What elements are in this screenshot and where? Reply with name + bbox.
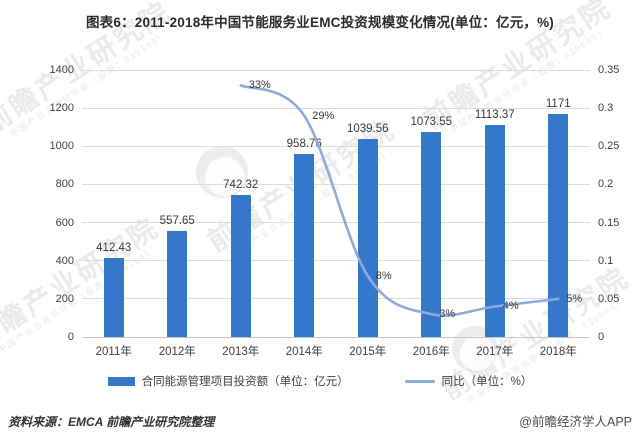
- left-axis-tick-label: 800: [55, 178, 74, 191]
- investment-bar: [484, 124, 505, 337]
- source-text: EMCA 前瞻产业研究院整理: [68, 415, 215, 429]
- investment-bar: [548, 113, 569, 337]
- right-axis-tick-label: 0.3: [598, 102, 614, 115]
- left-axis-tick-label: 400: [55, 254, 74, 267]
- right-axis-tick-label: 0.15: [598, 216, 620, 229]
- left-axis-tick-label: 600: [55, 216, 74, 229]
- gridline: [82, 260, 590, 262]
- x-axis-label: 2012年: [158, 346, 196, 358]
- x-axis-label: 2018年: [539, 346, 577, 358]
- x-axis-line: [82, 336, 590, 338]
- investment-bar: [421, 132, 442, 337]
- x-axis-label: 2014年: [285, 346, 323, 358]
- legend-label: 同比（单位：%）: [441, 376, 533, 388]
- footer-source: 资料来源：EMCA 前瞻产业研究院整理: [8, 413, 214, 430]
- legend-item-investment: 合同能源管理项目投资额（单位：亿元）: [107, 373, 349, 389]
- bar-swatch-icon: [107, 376, 135, 386]
- line-swatch-icon: [404, 379, 435, 383]
- source-label: 资料来源：: [8, 415, 69, 429]
- bar-value-label: 557.65: [159, 214, 195, 227]
- left-axis-tick-label: 1000: [49, 140, 74, 153]
- x-axis-label: 2011年: [95, 346, 132, 358]
- investment-bar: [357, 138, 378, 337]
- bar-value-label: 412.43: [96, 242, 132, 255]
- footer: 资料来源：EMCA 前瞻产业研究院整理 @前瞻经济学人APP: [8, 411, 632, 430]
- legend: 合同能源管理项目投资额（单位：亿元） 同比（单位：%）: [0, 372, 640, 390]
- footer-credit: @前瞻经济学人APP: [519, 415, 632, 429]
- left-axis-tick-label: 1200: [49, 102, 74, 115]
- right-axis-tick-label: 0.1: [598, 254, 614, 267]
- investment-bar: [167, 230, 188, 337]
- line-value-label: 8%: [375, 269, 392, 282]
- chart-title: 图表6：2011-2018年中国节能服务业EMC投资规模变化情况(单位：亿元，%…: [85, 15, 555, 30]
- legend-item-growth: 同比（单位：%）: [404, 373, 533, 389]
- right-axis-tick-label: 0.25: [598, 140, 620, 153]
- line-value-label: 4%: [502, 300, 519, 313]
- investment-bar: [230, 195, 251, 337]
- line-value-label: 3%: [439, 308, 456, 321]
- bar-value-label: 958.76: [286, 138, 322, 151]
- line-value-label: 5%: [566, 292, 583, 305]
- gridline: [82, 183, 590, 185]
- left-axis-tick-label: 200: [55, 292, 74, 305]
- x-axis-label: 2015年: [349, 346, 387, 358]
- x-axis-label: 2016年: [412, 346, 450, 358]
- right-axis-tick-label: 0.35: [598, 64, 620, 76]
- bar-value-label: 1171: [545, 97, 571, 110]
- right-axis-tick-label: 0.05: [598, 292, 620, 305]
- investment-bar: [103, 258, 124, 337]
- gridline: [82, 69, 590, 71]
- right-axis-tick-label: 0: [598, 331, 605, 343]
- left-axis-tick-label: 0: [67, 331, 74, 343]
- line-value-label: 29%: [312, 109, 335, 122]
- x-axis-label: 2017年: [476, 346, 514, 358]
- line-value-label: 33%: [248, 79, 271, 92]
- right-axis-tick-label: 0.2: [598, 178, 614, 191]
- investment-bar: [294, 154, 315, 337]
- left-axis-tick-label: 1400: [49, 64, 74, 76]
- legend-label: 合同能源管理项目投资额（单位：亿元）: [141, 376, 349, 388]
- bar-value-label: 742.32: [223, 179, 259, 192]
- x-axis-label: 2013年: [222, 346, 260, 358]
